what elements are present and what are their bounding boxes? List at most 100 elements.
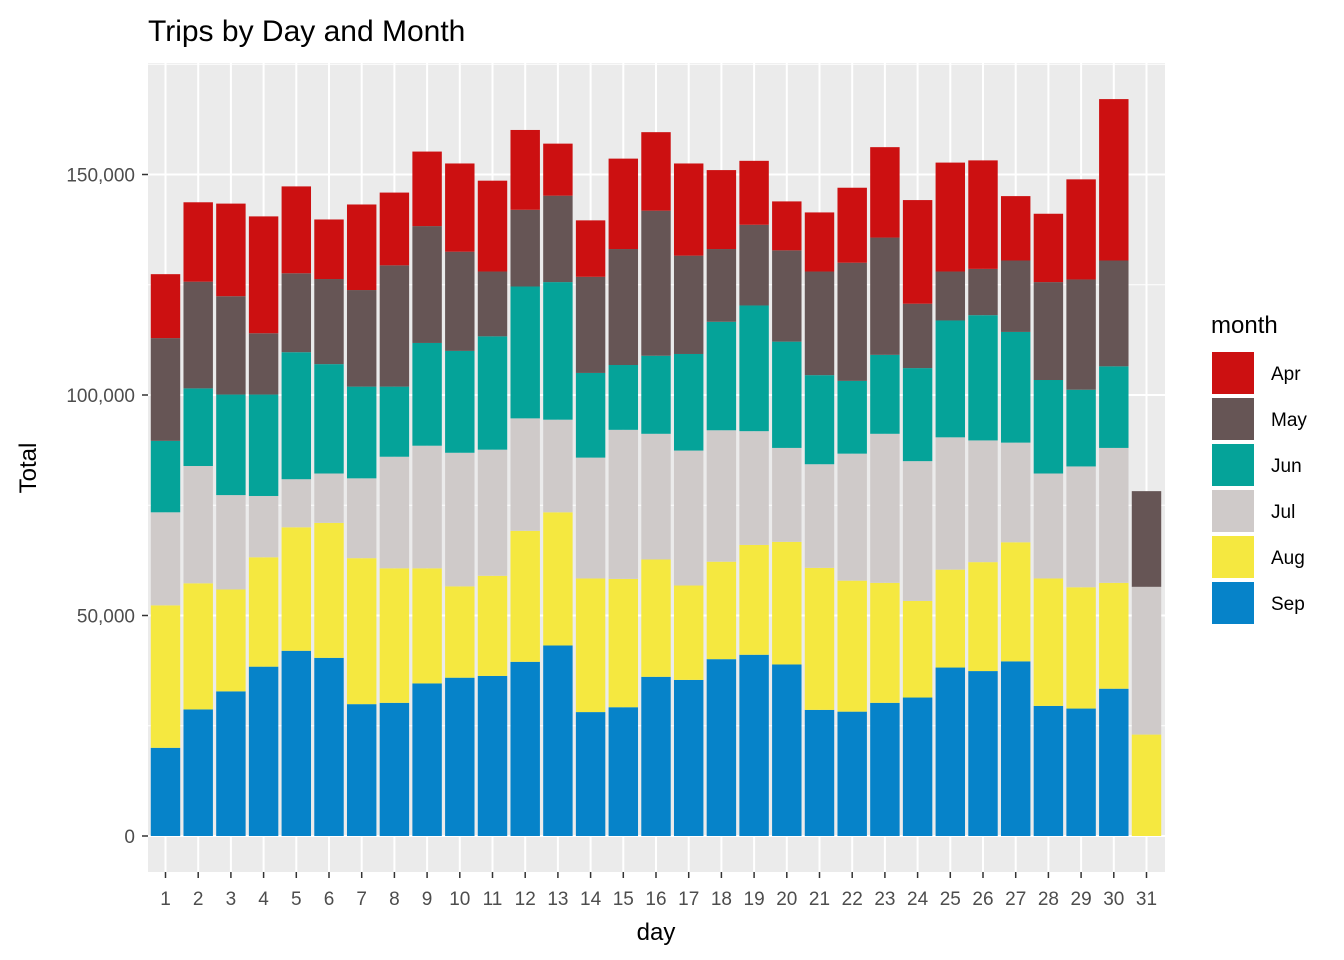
bar-jul-day-7 <box>346 478 377 559</box>
bar-apr-day-28 <box>1033 213 1064 283</box>
bar-sep-day-6 <box>314 657 344 836</box>
bar-sep-day-3 <box>216 691 246 836</box>
bar-may-day-8 <box>379 265 410 387</box>
bar-apr-day-1 <box>150 274 181 339</box>
bar-sep-day-10 <box>445 677 475 836</box>
bar-sep-day-27 <box>1000 661 1031 836</box>
bar-jun-day-16 <box>641 355 671 434</box>
x-tick-label: 14 <box>580 889 602 910</box>
bar-jun-day-6 <box>314 364 344 474</box>
bar-apr-day-4 <box>248 216 279 334</box>
bar-apr-day-3 <box>216 203 246 297</box>
bar-apr-day-23 <box>870 147 900 238</box>
bar-may-day-18 <box>706 249 737 322</box>
bar-may-day-14 <box>575 276 606 373</box>
bar-jun-day-9 <box>412 342 442 446</box>
bar-apr-day-14 <box>575 220 606 277</box>
bar-aug-day-11 <box>477 575 508 676</box>
bar-aug-day-15 <box>608 578 639 708</box>
bar-apr-day-29 <box>1066 179 1096 280</box>
bar-apr-day-16 <box>641 132 671 211</box>
bar-jul-day-25 <box>935 437 966 570</box>
legend-title: month <box>1211 312 1278 339</box>
bar-sep-day-12 <box>510 661 540 836</box>
bar-apr-day-6 <box>314 219 344 280</box>
bar-jun-day-10 <box>445 350 475 453</box>
bar-jul-day-29 <box>1066 466 1096 588</box>
bar-jun-day-8 <box>379 386 410 457</box>
bar-jun-day-30 <box>1099 366 1129 448</box>
bar-aug-day-14 <box>575 578 606 713</box>
bar-sep-day-9 <box>412 683 442 836</box>
bar-aug-day-17 <box>673 585 704 680</box>
x-tick-label: 5 <box>291 889 302 910</box>
bar-aug-day-5 <box>281 527 312 651</box>
x-axis-title: day <box>637 919 676 946</box>
bar-jun-day-25 <box>935 320 966 438</box>
bar-may-day-4 <box>248 333 279 395</box>
bar-aug-day-3 <box>216 589 246 692</box>
bar-aug-day-30 <box>1099 582 1129 689</box>
bar-aug-day-2 <box>183 583 213 710</box>
bar-jun-day-12 <box>510 286 540 419</box>
bar-sep-day-26 <box>968 671 998 836</box>
bar-jun-day-11 <box>477 336 508 450</box>
bar-may-day-15 <box>608 249 639 366</box>
bar-jun-day-5 <box>281 352 312 480</box>
bar-apr-day-25 <box>935 162 966 272</box>
bar-aug-day-12 <box>510 530 540 662</box>
bar-jun-day-21 <box>804 375 835 465</box>
bar-jun-day-15 <box>608 365 639 430</box>
legend-label-sep: Sep <box>1271 594 1305 615</box>
bar-stacks <box>150 99 1162 836</box>
x-tick-label: 4 <box>258 889 269 910</box>
bar-jun-day-2 <box>183 388 213 467</box>
bar-may-day-19 <box>739 224 769 306</box>
bar-may-day-12 <box>510 209 540 287</box>
bar-jul-day-18 <box>706 430 737 562</box>
x-tick-label: 9 <box>422 889 433 910</box>
bar-aug-day-6 <box>314 522 344 658</box>
bar-jul-day-1 <box>150 512 181 606</box>
bar-aug-day-19 <box>739 544 769 655</box>
legend-label-apr: Apr <box>1271 364 1301 385</box>
bar-jun-day-1 <box>150 440 181 513</box>
bar-jul-day-21 <box>804 464 835 568</box>
bar-jul-day-9 <box>412 445 442 569</box>
bar-may-day-20 <box>772 250 802 342</box>
bar-jul-day-14 <box>575 457 606 579</box>
legend-key-may <box>1212 398 1254 440</box>
x-tick-label: 18 <box>711 889 732 910</box>
bar-sep-day-11 <box>477 675 508 836</box>
legend-key-jul <box>1212 490 1254 532</box>
y-axis-title: Total <box>15 443 42 494</box>
bar-jul-day-6 <box>314 473 344 523</box>
bar-jul-day-10 <box>445 452 475 587</box>
bar-apr-day-26 <box>968 160 998 269</box>
bar-aug-day-25 <box>935 569 966 668</box>
bar-jul-day-4 <box>248 495 279 558</box>
x-tick-label: 12 <box>515 889 536 910</box>
bar-sep-day-1 <box>150 747 181 836</box>
bar-may-day-1 <box>150 338 181 441</box>
bar-jun-day-13 <box>543 282 573 420</box>
bar-may-day-24 <box>902 303 933 369</box>
bar-aug-day-8 <box>379 568 410 703</box>
bar-sep-day-16 <box>641 676 671 836</box>
x-tick-label: 2 <box>193 889 204 910</box>
bar-sep-day-30 <box>1099 688 1129 836</box>
bar-aug-day-13 <box>543 512 573 646</box>
bar-sep-day-21 <box>804 709 835 836</box>
bar-aug-day-21 <box>804 567 835 710</box>
bar-sep-day-4 <box>248 666 279 836</box>
bar-jul-day-11 <box>477 449 508 576</box>
bar-apr-day-17 <box>673 163 704 256</box>
bar-aug-day-18 <box>706 561 737 660</box>
y-tick-label: 0 <box>124 827 135 848</box>
x-tick-label: 19 <box>744 889 765 910</box>
bar-jun-day-18 <box>706 321 737 431</box>
bar-apr-day-27 <box>1000 196 1031 261</box>
bar-apr-day-10 <box>445 163 475 252</box>
y-axis: 0 50,000 100,000 150,000 <box>66 166 148 848</box>
